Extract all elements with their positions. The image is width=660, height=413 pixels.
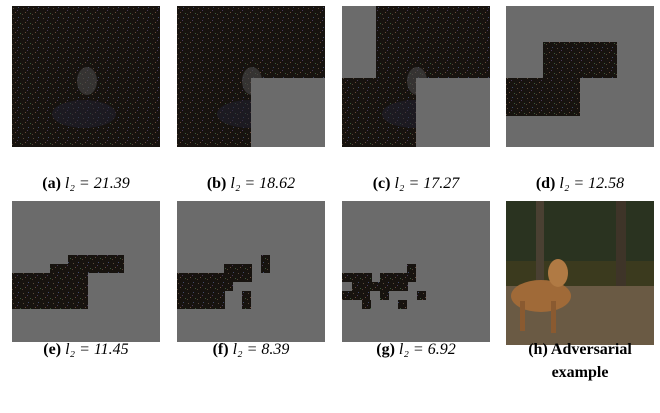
panel-image: [342, 201, 490, 342]
caption-text: (g): [376, 341, 395, 358]
caption-text: Adversarial example: [551, 341, 632, 381]
panel-image: [12, 201, 160, 342]
panel-image: [506, 6, 654, 147]
figure: (a) l₂ = 21.39 (b) l₂ = 18.62 (c) l₂ = 1…: [0, 0, 660, 413]
caption-text: (f): [213, 341, 229, 358]
caption-text: (a): [42, 175, 61, 192]
caption-text: (b): [207, 175, 227, 192]
caption-text: l₂ = 17.27: [394, 175, 459, 192]
caption-text: l₂ = 12.58: [559, 175, 624, 192]
caption: (e) l₂ = 11.45: [8, 338, 164, 361]
panel-image: [12, 6, 160, 147]
caption-text: (d): [536, 175, 556, 192]
panel-image: [506, 201, 654, 345]
caption-text: l₂ = 8.39: [233, 341, 290, 358]
caption-text: (e): [43, 341, 61, 358]
caption: (g) l₂ = 6.92: [338, 338, 494, 361]
panel-image: [177, 201, 325, 342]
panel-image: [177, 6, 325, 147]
caption-text: (c): [373, 175, 391, 192]
caption: (h) Adversarial example: [510, 338, 650, 384]
caption: (b) l₂ = 18.62: [173, 172, 329, 195]
caption-text: (h): [528, 341, 548, 358]
caption: (d) l₂ = 12.58: [502, 172, 658, 195]
caption: (f) l₂ = 8.39: [173, 338, 329, 361]
caption-text: l₂ = 18.62: [230, 175, 295, 192]
caption-text: l₂ = 6.92: [399, 341, 456, 358]
caption-text: l₂ = 21.39: [65, 175, 130, 192]
caption: (a) l₂ = 21.39: [8, 172, 164, 195]
caption: (c) l₂ = 17.27: [338, 172, 494, 195]
caption-text: l₂ = 11.45: [65, 341, 129, 358]
panel-image: [342, 6, 490, 147]
